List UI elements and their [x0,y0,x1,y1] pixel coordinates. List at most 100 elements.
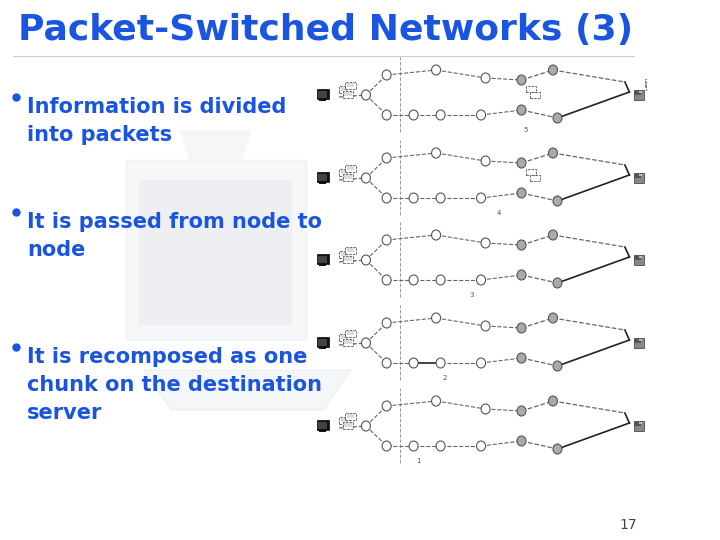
Text: 4: 4 [497,210,501,216]
Bar [320,98,326,102]
Bar [318,339,328,346]
Circle shape [553,278,562,288]
Circle shape [517,323,526,333]
Bar [634,422,641,426]
Bar [339,417,350,424]
Circle shape [382,193,391,203]
Bar [339,169,350,176]
Bar [339,86,350,93]
Polygon shape [144,370,351,410]
Circle shape [361,90,371,100]
Bar [346,247,356,254]
Bar [634,421,644,431]
Bar [346,82,356,89]
Circle shape [409,110,418,120]
Bar [343,339,354,346]
Circle shape [382,70,391,80]
Circle shape [436,193,445,203]
Circle shape [517,188,526,198]
Circle shape [382,110,391,120]
Bar [647,82,659,90]
Bar [318,91,328,98]
Text: It is recomposed as one
chunk on the destination
server: It is recomposed as one chunk on the des… [27,347,322,423]
Circle shape [477,358,485,368]
Circle shape [477,275,485,285]
Bar [531,175,541,181]
Bar [634,90,644,100]
Bar [634,255,644,265]
Bar [526,169,536,175]
Bar [644,79,657,87]
Circle shape [481,156,490,166]
Bar [318,172,329,181]
Circle shape [517,436,526,446]
Circle shape [409,275,418,285]
Bar [526,86,536,92]
Polygon shape [180,130,252,160]
Circle shape [481,321,490,331]
Circle shape [549,148,557,158]
Bar [318,174,328,180]
Bar [346,330,356,337]
Bar [320,347,326,349]
Text: 5: 5 [524,127,528,133]
Text: 3: 3 [469,292,474,298]
Circle shape [436,441,445,451]
Bar [634,256,641,260]
Text: Information is divided
into packets: Information is divided into packets [27,97,287,145]
Bar [639,256,642,258]
Text: It is passed from node to
node: It is passed from node to node [27,212,322,260]
Bar [346,165,356,172]
Bar [634,338,644,348]
Circle shape [549,65,557,75]
Circle shape [361,255,371,265]
Circle shape [436,358,445,368]
Circle shape [553,361,562,371]
Circle shape [481,73,490,83]
Circle shape [517,406,526,416]
Circle shape [382,318,391,328]
Circle shape [549,230,557,240]
Bar [318,422,328,429]
Circle shape [436,110,445,120]
Circle shape [553,113,562,123]
Circle shape [382,358,391,368]
Bar [343,256,354,263]
Bar [634,91,641,94]
Bar [346,413,356,420]
Circle shape [382,235,391,245]
Bar [320,429,326,433]
Circle shape [382,401,391,411]
Circle shape [477,193,485,203]
Circle shape [382,275,391,285]
Circle shape [382,441,391,451]
Circle shape [481,238,490,248]
Text: 1: 1 [416,458,420,464]
Text: 17: 17 [619,518,636,532]
Bar [639,422,642,424]
Circle shape [553,196,562,206]
Bar [639,174,642,176]
Circle shape [409,193,418,203]
Bar [339,251,350,258]
Bar [343,422,354,429]
Circle shape [431,148,441,158]
Circle shape [436,275,445,285]
Circle shape [517,353,526,363]
Bar [318,254,329,264]
Bar [318,256,328,262]
Polygon shape [126,160,306,340]
Circle shape [549,396,557,406]
Circle shape [553,444,562,454]
Bar [318,420,329,430]
Circle shape [477,441,485,451]
Bar [320,264,326,266]
Circle shape [481,404,490,414]
Circle shape [409,441,418,451]
Bar [648,85,661,93]
Bar [343,91,354,98]
Bar [343,174,354,181]
Circle shape [361,421,371,431]
Bar [634,339,641,342]
Polygon shape [140,180,292,325]
